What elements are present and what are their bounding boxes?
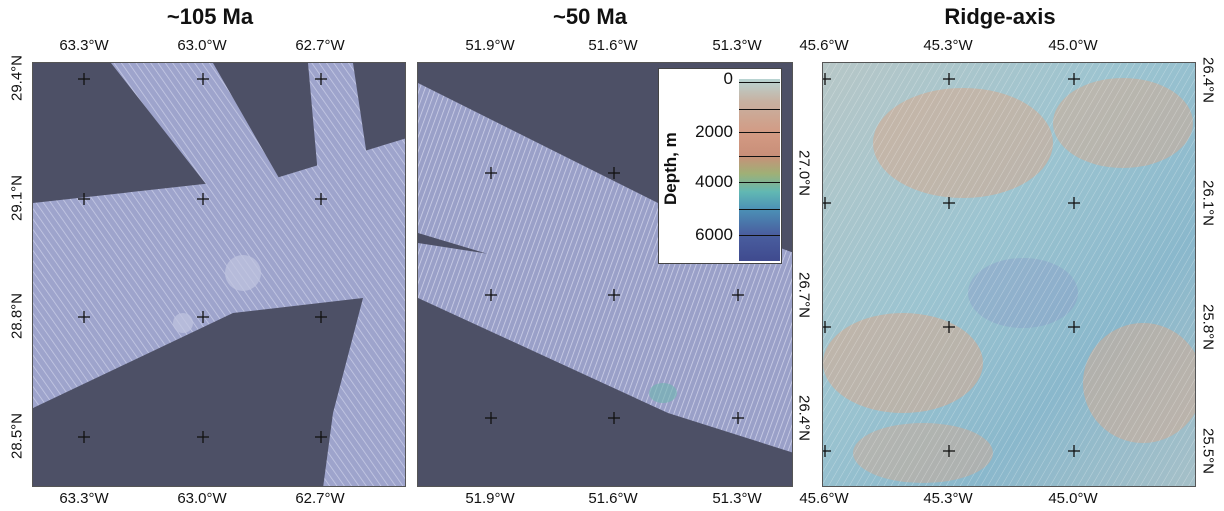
lon-label: 45.0°W — [1048, 490, 1098, 507]
lat-label: 27.0°N — [795, 149, 813, 197]
lon-label: 51.6°W — [588, 37, 638, 54]
colorbar-tick — [739, 109, 780, 110]
legend-label: 0 — [723, 69, 733, 88]
colorbar-tick — [739, 209, 780, 210]
colorbar-tick — [739, 156, 780, 157]
panel-title-50ma: ~50 Ma — [553, 4, 627, 29]
lon-label: 51.9°W — [465, 490, 515, 507]
lon-label: 51.9°W — [465, 37, 515, 54]
lon-label: 51.3°W — [712, 37, 762, 54]
lon-label: 63.3°W — [59, 490, 109, 507]
map-panel-105ma — [32, 62, 406, 487]
lat-label: 28.5°N — [8, 412, 26, 460]
lat-label: 28.8°N — [8, 292, 26, 340]
panel-title-105ma: ~105 Ma — [166, 4, 254, 29]
lat-label: 26.4°N — [795, 394, 813, 442]
map-panel-50ma — [417, 62, 793, 487]
legend-label: 4000 — [695, 172, 733, 191]
map-panel-ridge-axis — [822, 62, 1196, 487]
lon-label: 45.0°W — [1048, 37, 1098, 54]
colorbar-tick — [739, 235, 780, 236]
lon-label: 63.3°W — [59, 37, 109, 54]
bathymetry-map — [823, 63, 1195, 486]
colorbar-tick — [739, 182, 780, 183]
depth-colorbar-legend: Depth, m 0 2000 4000 6000 — [658, 68, 782, 264]
legend-title: Depth, m — [661, 132, 680, 205]
lat-label: 25.5°N — [1199, 427, 1217, 475]
lon-label: 51.6°W — [588, 490, 638, 507]
bathymetry-map — [418, 63, 792, 486]
panel-title-ridge-axis: Ridge-axis — [944, 4, 1056, 29]
lon-label: 63.0°W — [177, 490, 227, 507]
colorbar-tick — [739, 132, 780, 133]
legend-label: 6000 — [695, 225, 733, 244]
colorbar-tick — [739, 82, 780, 83]
lat-label: 26.4°N — [1199, 56, 1217, 104]
lat-label: 25.8°N — [1199, 303, 1217, 351]
legend-label: 2000 — [695, 122, 733, 141]
lon-label: 45.3°W — [923, 37, 973, 54]
lon-label: 51.3°W — [712, 490, 762, 507]
lat-label: 26.7°N — [795, 271, 813, 319]
lat-label: 29.1°N — [8, 174, 26, 222]
lon-label: 45.6°W — [799, 37, 849, 54]
lon-label: 45.3°W — [923, 490, 973, 507]
lon-label: 62.7°W — [295, 490, 345, 507]
lon-label: 62.7°W — [295, 37, 345, 54]
bathymetry-map — [33, 63, 405, 486]
colorbar — [739, 79, 780, 261]
lat-label: 26.1°N — [1199, 179, 1217, 227]
lon-label: 45.6°W — [799, 490, 849, 507]
lat-label: 29.4°N — [8, 54, 26, 102]
lon-label: 63.0°W — [177, 37, 227, 54]
